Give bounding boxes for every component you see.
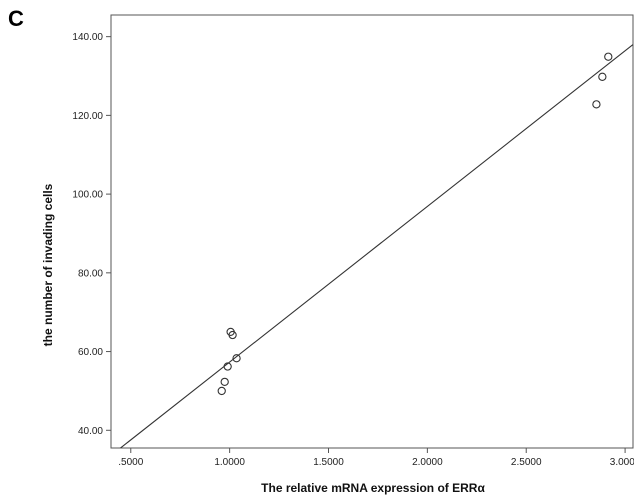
data-point — [228, 330, 237, 340]
x-axis: .5000 1.0000 1.5000 2.0000 2.5000 3.0000 — [118, 448, 634, 468]
x-tick-label: 2.0000 — [412, 457, 443, 468]
regression-line-group — [119, 44, 633, 448]
data-point — [598, 72, 607, 81]
data-point — [232, 354, 241, 363]
x-axis-label: The relative mRNA expression of ERRα — [261, 481, 485, 495]
data-point — [223, 362, 232, 371]
y-axis: 40.00 60.00 80.00 100.00 120.00 140.00 — [72, 32, 111, 437]
y-axis-label: the number of invading cells — [41, 183, 55, 346]
regression-line — [119, 44, 633, 448]
y-tick-label: 40.00 — [78, 426, 103, 437]
data-point — [217, 386, 226, 396]
panel-label: C — [8, 6, 24, 31]
data-point — [220, 377, 229, 387]
plot-border — [110, 14, 634, 449]
x-tick-label: 3.0000 — [610, 457, 634, 468]
plot-frame — [110, 14, 634, 449]
x-tick-label: 1.0000 — [214, 457, 245, 468]
y-tick-label: 140.00 — [72, 32, 103, 43]
y-tick-label: 120.00 — [72, 111, 103, 122]
y-tick-label: 100.00 — [72, 190, 103, 201]
data-point — [592, 100, 601, 109]
y-tick-label: 60.00 — [78, 347, 103, 358]
x-tick-label: 1.5000 — [313, 457, 344, 468]
data-point — [604, 52, 613, 61]
x-tick-label: 2.5000 — [511, 457, 542, 468]
x-tick-label: .5000 — [118, 457, 143, 468]
y-tick-label: 80.00 — [78, 268, 103, 279]
data-points — [217, 52, 613, 396]
